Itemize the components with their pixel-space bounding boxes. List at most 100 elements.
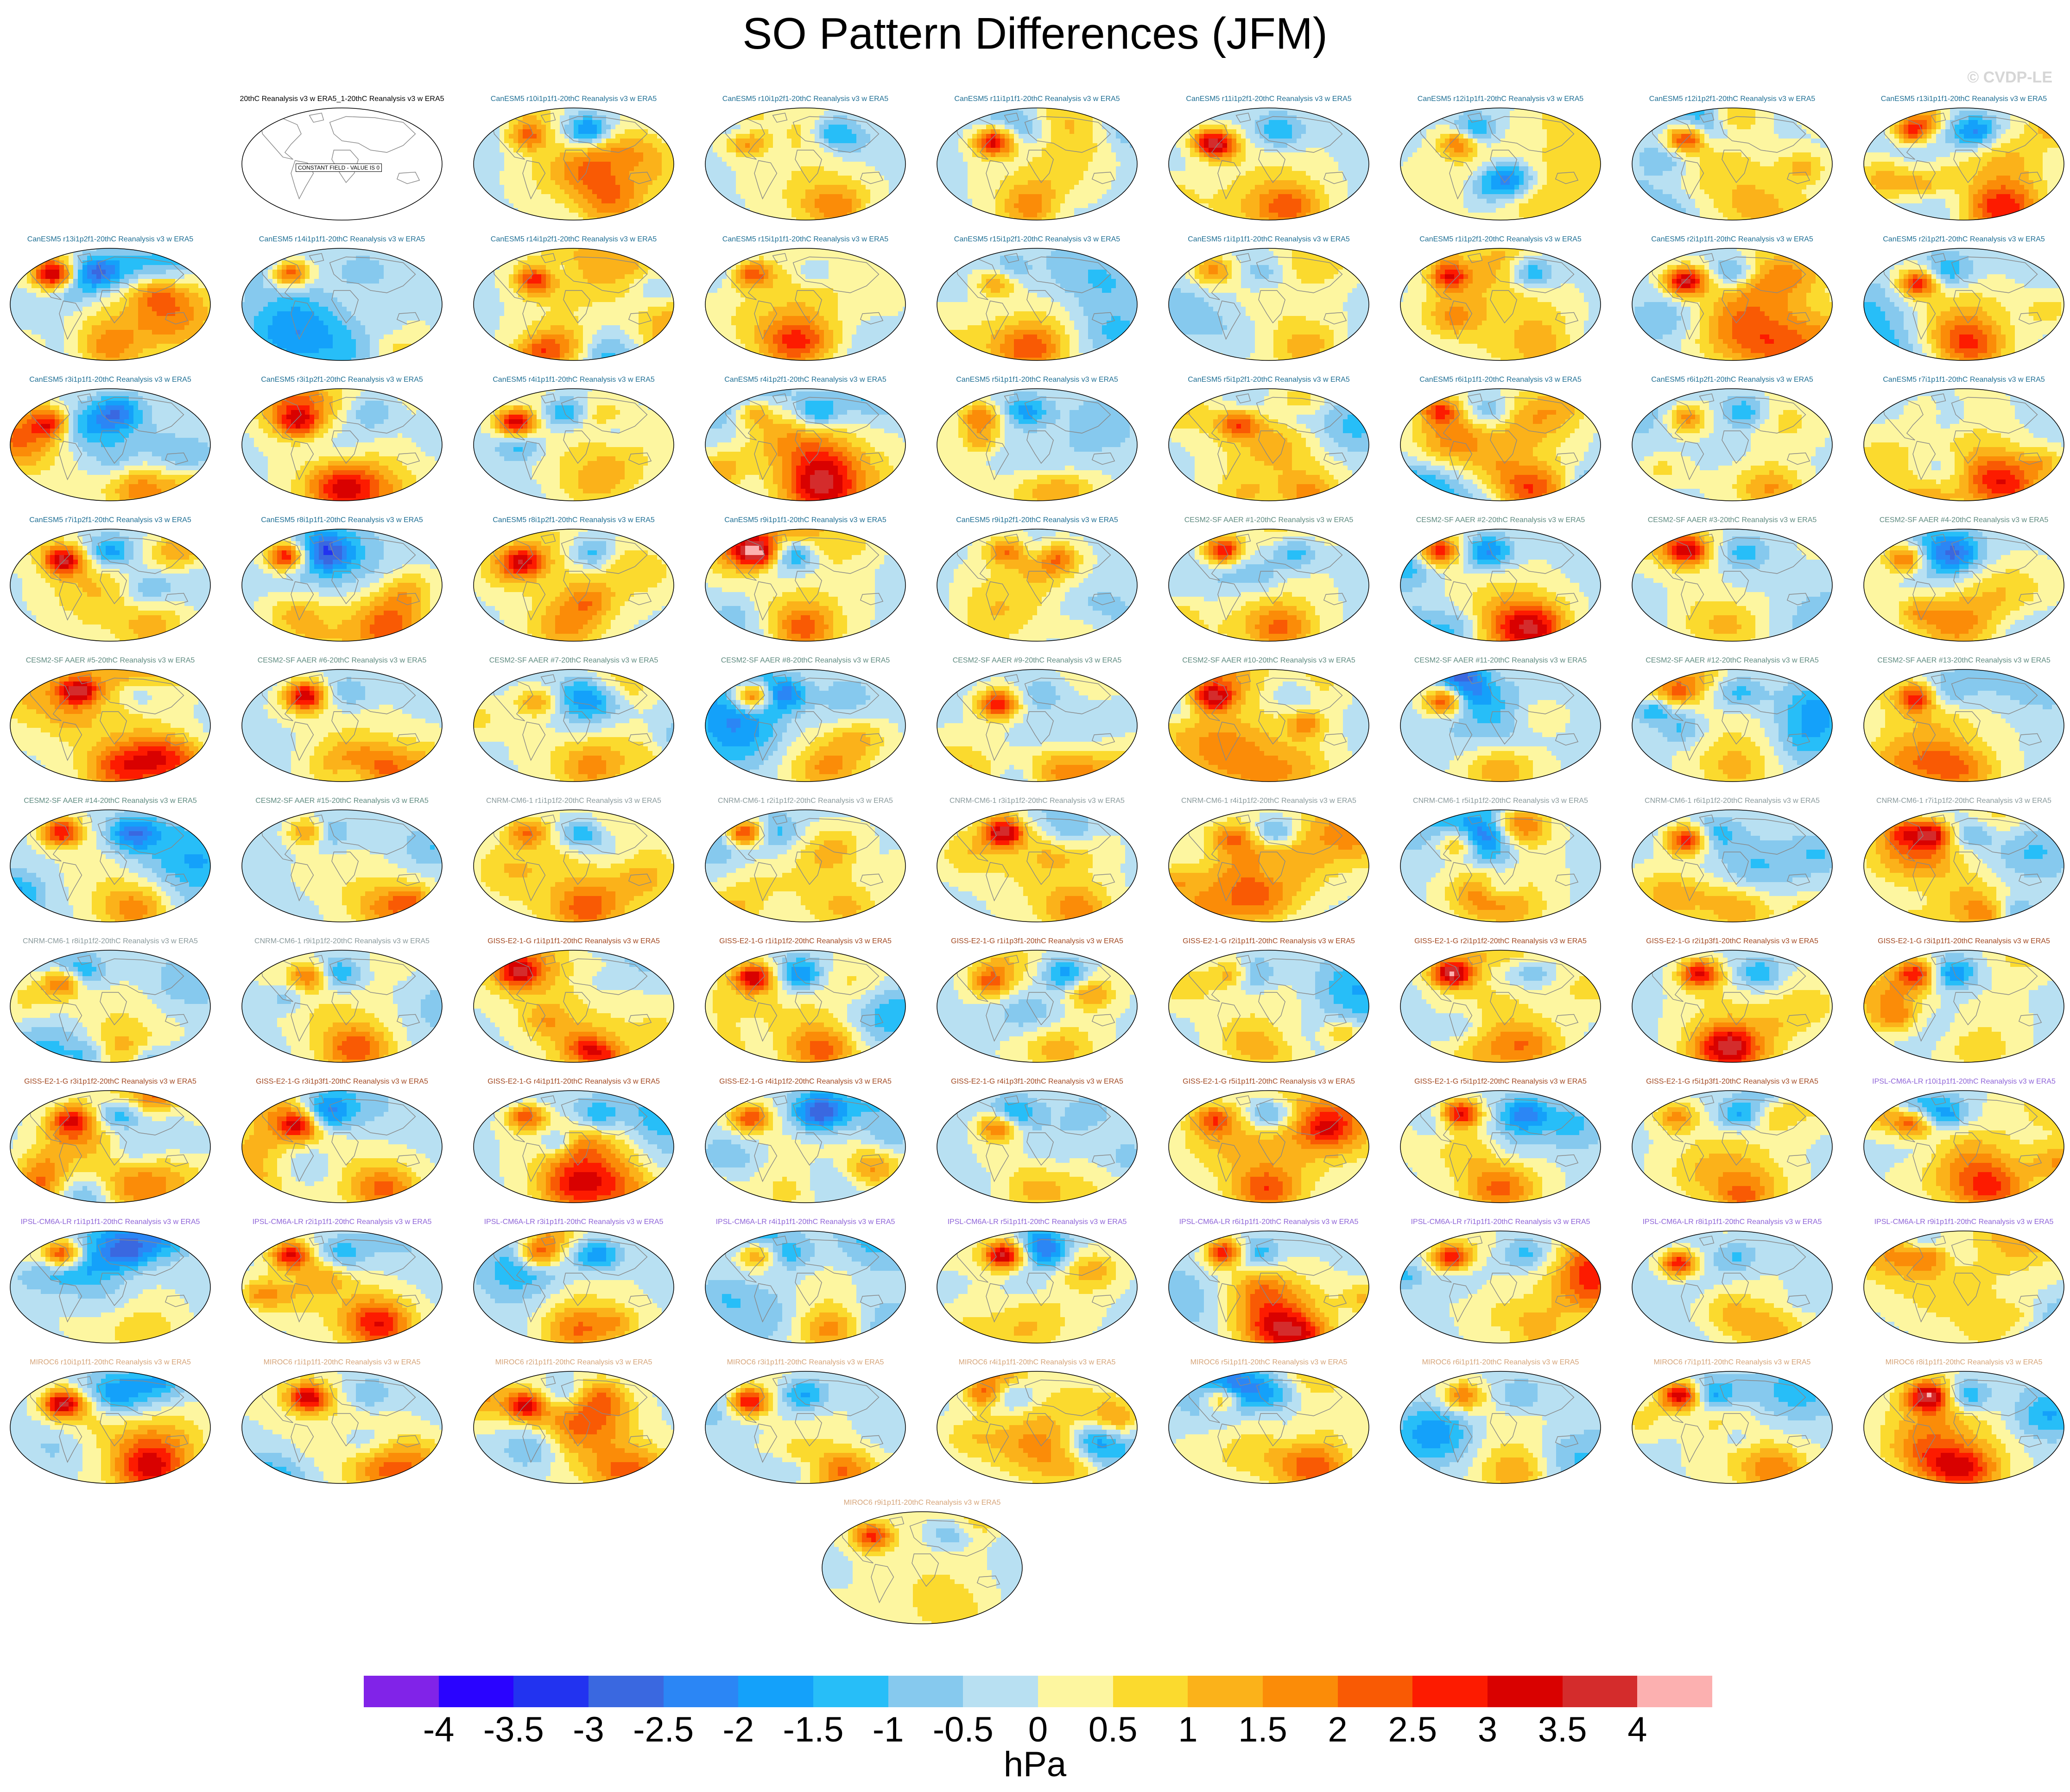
panel-title: GISS-E2-1-G r5i1p3f1-20thC Reanalysis v3… — [1612, 1078, 1853, 1086]
panel-title: CESM2-SF AAER #8-20thC Reanalysis v3 w E… — [685, 656, 926, 665]
map-panel: IPSL-CM6A-LR r8i1p1f1-20thC Reanalysis v… — [1630, 1218, 1834, 1357]
map-panel: CESM2-SF AAER #1-20thC Reanalysis v3 w E… — [1167, 516, 1371, 655]
reference-map-panel: 20thC Reanalysis v3 w ERA5_1-20thC Reana… — [240, 95, 444, 234]
colorbar-tick-label: -1.5 — [776, 1710, 850, 1750]
panel-title: GISS-E2-1-G r2i1p1f2-20thC Reanalysis v3… — [1380, 937, 1621, 946]
map-panel: CanESM5 r10i1p1f1-20thC Reanalysis v3 w … — [472, 95, 676, 234]
colorbar-box — [1488, 1676, 1563, 1707]
map-field — [935, 106, 1139, 222]
map-panel: CanESM5 r5i1p2f1-20thC Reanalysis v3 w E… — [1167, 376, 1371, 515]
panel-title: CNRM-CM6-1 r7i1p1f2-20thC Reanalysis v3 … — [1843, 797, 2070, 805]
panel-title: CanESM5 r3i1p2f1-20thC Reanalysis v3 w E… — [222, 376, 462, 384]
panel-title: CNRM-CM6-1 r8i1p1f2-20thC Reanalysis v3 … — [0, 937, 231, 946]
panel-title: CESM2-SF AAER #3-20thC Reanalysis v3 w E… — [1612, 516, 1853, 524]
map-field — [1862, 1229, 2066, 1345]
panel-title: GISS-E2-1-G r4i1p1f2-20thC Reanalysis v3… — [685, 1078, 926, 1086]
map-field — [1630, 106, 1834, 222]
colorbar-tick-label: 2.5 — [1375, 1710, 1450, 1750]
panel-title: GISS-E2-1-G r3i1p1f1-20thC Reanalysis v3… — [1843, 937, 2070, 946]
map-panel: CESM2-SF AAER #3-20thC Reanalysis v3 w E… — [1630, 516, 1834, 655]
map-panel: CanESM5 r5i1p1f1-20thC Reanalysis v3 w E… — [935, 376, 1139, 515]
map-panel: GISS-E2-1-G r4i1p3f1-20thC Reanalysis v3… — [935, 1078, 1139, 1217]
colorbar-tick-label: -0.5 — [926, 1710, 1000, 1750]
map-field — [935, 1369, 1139, 1485]
panel-title: CNRM-CM6-1 r9i1p1f2-20thC Reanalysis v3 … — [222, 937, 462, 946]
map-panel: CNRM-CM6-1 r7i1p1f2-20thC Reanalysis v3 … — [1862, 797, 2066, 936]
panel-title: IPSL-CM6A-LR r4i1p1f1-20thC Reanalysis v… — [685, 1218, 926, 1226]
colorbar-tick-label: -2 — [701, 1710, 775, 1750]
map-field — [240, 246, 444, 362]
map-panel: CanESM5 r7i1p2f1-20thC Reanalysis v3 w E… — [8, 516, 212, 655]
map-field — [1399, 527, 1602, 643]
map-field — [1862, 387, 2066, 503]
map-field — [1167, 106, 1371, 222]
map-panel: GISS-E2-1-G r4i1p1f1-20thC Reanalysis v3… — [472, 1078, 676, 1217]
panel-title: GISS-E2-1-G r4i1p1f1-20thC Reanalysis v3… — [453, 1078, 694, 1086]
panel-title: CanESM5 r6i1p2f1-20thC Reanalysis v3 w E… — [1612, 376, 1853, 384]
map-field — [935, 668, 1139, 783]
map-panel: CanESM5 r14i1p1f1-20thC Reanalysis v3 w … — [240, 235, 444, 374]
panel-title: CanESM5 r11i1p1f1-20thC Reanalysis v3 w … — [917, 95, 1158, 103]
map-field — [1630, 1089, 1834, 1205]
map-panel: GISS-E2-1-G r2i1p1f2-20thC Reanalysis v3… — [1399, 937, 1602, 1076]
colorbar-box — [1412, 1676, 1488, 1707]
panel-title: CanESM5 r9i1p2f1-20thC Reanalysis v3 w E… — [917, 516, 1158, 524]
panel-title: CanESM5 r6i1p1f1-20thC Reanalysis v3 w E… — [1380, 376, 1621, 384]
map-panel: CanESM5 r11i1p2f1-20thC Reanalysis v3 w … — [1167, 95, 1371, 234]
panel-title: CanESM5 r15i1p2f1-20thC Reanalysis v3 w … — [917, 235, 1158, 244]
panel-title: CanESM5 r3i1p1f1-20thC Reanalysis v3 w E… — [0, 376, 231, 384]
map-field — [1399, 668, 1602, 783]
map-field — [1167, 1369, 1371, 1485]
panel-title: CanESM5 r10i1p1f1-20thC Reanalysis v3 w … — [453, 95, 694, 103]
map-panel: CanESM5 r13i1p1f1-20thC Reanalysis v3 w … — [1862, 95, 2066, 234]
map-panel: MIROC6 r8i1p1f1-20thC Reanalysis v3 w ER… — [1862, 1358, 2066, 1497]
panel-title: CanESM5 r7i1p1f1-20thC Reanalysis v3 w E… — [1843, 376, 2070, 384]
colorbar-box — [1188, 1676, 1263, 1707]
panel-title: GISS-E2-1-G r1i1p3f1-20thC Reanalysis v3… — [917, 937, 1158, 946]
panel-title: MIROC6 r10i1p1f1-20thC Reanalysis v3 w E… — [0, 1358, 231, 1367]
map-field — [1399, 387, 1602, 503]
map-field — [1862, 808, 2066, 924]
panel-title: CESM2-SF AAER #2-20thC Reanalysis v3 w E… — [1380, 516, 1621, 524]
map-field — [703, 1089, 907, 1205]
map-panel: CESM2-SF AAER #4-20thC Reanalysis v3 w E… — [1862, 516, 2066, 655]
colorbar-tick-label: 2 — [1301, 1710, 1375, 1750]
map-field — [1862, 527, 2066, 643]
map-field — [8, 387, 212, 503]
map-panel: CNRM-CM6-1 r9i1p1f2-20thC Reanalysis v3 … — [240, 937, 444, 1076]
colorbar-tick-label: 3.5 — [1526, 1710, 1600, 1750]
panel-title: IPSL-CM6A-LR r8i1p1f1-20thC Reanalysis v… — [1612, 1218, 1853, 1226]
colorbar-box — [1038, 1676, 1113, 1707]
colorbar-box — [589, 1676, 664, 1707]
map-field — [935, 387, 1139, 503]
map-field — [935, 1089, 1139, 1205]
map-panel: CanESM5 r2i1p1f1-20thC Reanalysis v3 w E… — [1630, 235, 1834, 374]
panel-title: CanESM5 r8i1p1f1-20thC Reanalysis v3 w E… — [222, 516, 462, 524]
map-panel: CNRM-CM6-1 r2i1p1f2-20thC Reanalysis v3 … — [703, 797, 907, 936]
map-field — [1862, 668, 2066, 783]
colorbar-box — [439, 1676, 514, 1707]
map-field — [472, 1229, 676, 1345]
panel-title: IPSL-CM6A-LR r10i1p1f1-20thC Reanalysis … — [1843, 1078, 2070, 1086]
panel-title: GISS-E2-1-G r1i1p1f2-20thC Reanalysis v3… — [685, 937, 926, 946]
map-field — [1167, 948, 1371, 1064]
map-panel: CanESM5 r3i1p2f1-20thC Reanalysis v3 w E… — [240, 376, 444, 515]
map-field — [1630, 387, 1834, 503]
map-field — [935, 527, 1139, 643]
map-panel: CNRM-CM6-1 r1i1p1f2-20thC Reanalysis v3 … — [472, 797, 676, 936]
panel-title: CNRM-CM6-1 r4i1p1f2-20thC Reanalysis v3 … — [1148, 797, 1389, 805]
panel-title: MIROC6 r7i1p1f1-20thC Reanalysis v3 w ER… — [1612, 1358, 1853, 1367]
colorbar-box — [1637, 1676, 1712, 1707]
panel-title: IPSL-CM6A-LR r9i1p1f1-20thC Reanalysis v… — [1843, 1218, 2070, 1226]
map-field — [1862, 948, 2066, 1064]
panel-title: CESM2-SF AAER #14-20thC Reanalysis v3 w … — [0, 797, 231, 805]
map-panel: CESM2-SF AAER #13-20thC Reanalysis v3 w … — [1862, 656, 2066, 795]
map-panel: GISS-E2-1-G r2i1p3f1-20thC Reanalysis v3… — [1630, 937, 1834, 1076]
map-field — [820, 1510, 1024, 1626]
panel-title: CNRM-CM6-1 r6i1p1f2-20thC Reanalysis v3 … — [1612, 797, 1853, 805]
panel-title: IPSL-CM6A-LR r1i1p1f1-20thC Reanalysis v… — [0, 1218, 231, 1226]
panel-title: CanESM5 r9i1p1f1-20thC Reanalysis v3 w E… — [685, 516, 926, 524]
panel-title: IPSL-CM6A-LR r5i1p1f1-20thC Reanalysis v… — [917, 1218, 1158, 1226]
map-panel: GISS-E2-1-G r5i1p3f1-20thC Reanalysis v3… — [1630, 1078, 1834, 1217]
colorbar-box — [738, 1676, 813, 1707]
